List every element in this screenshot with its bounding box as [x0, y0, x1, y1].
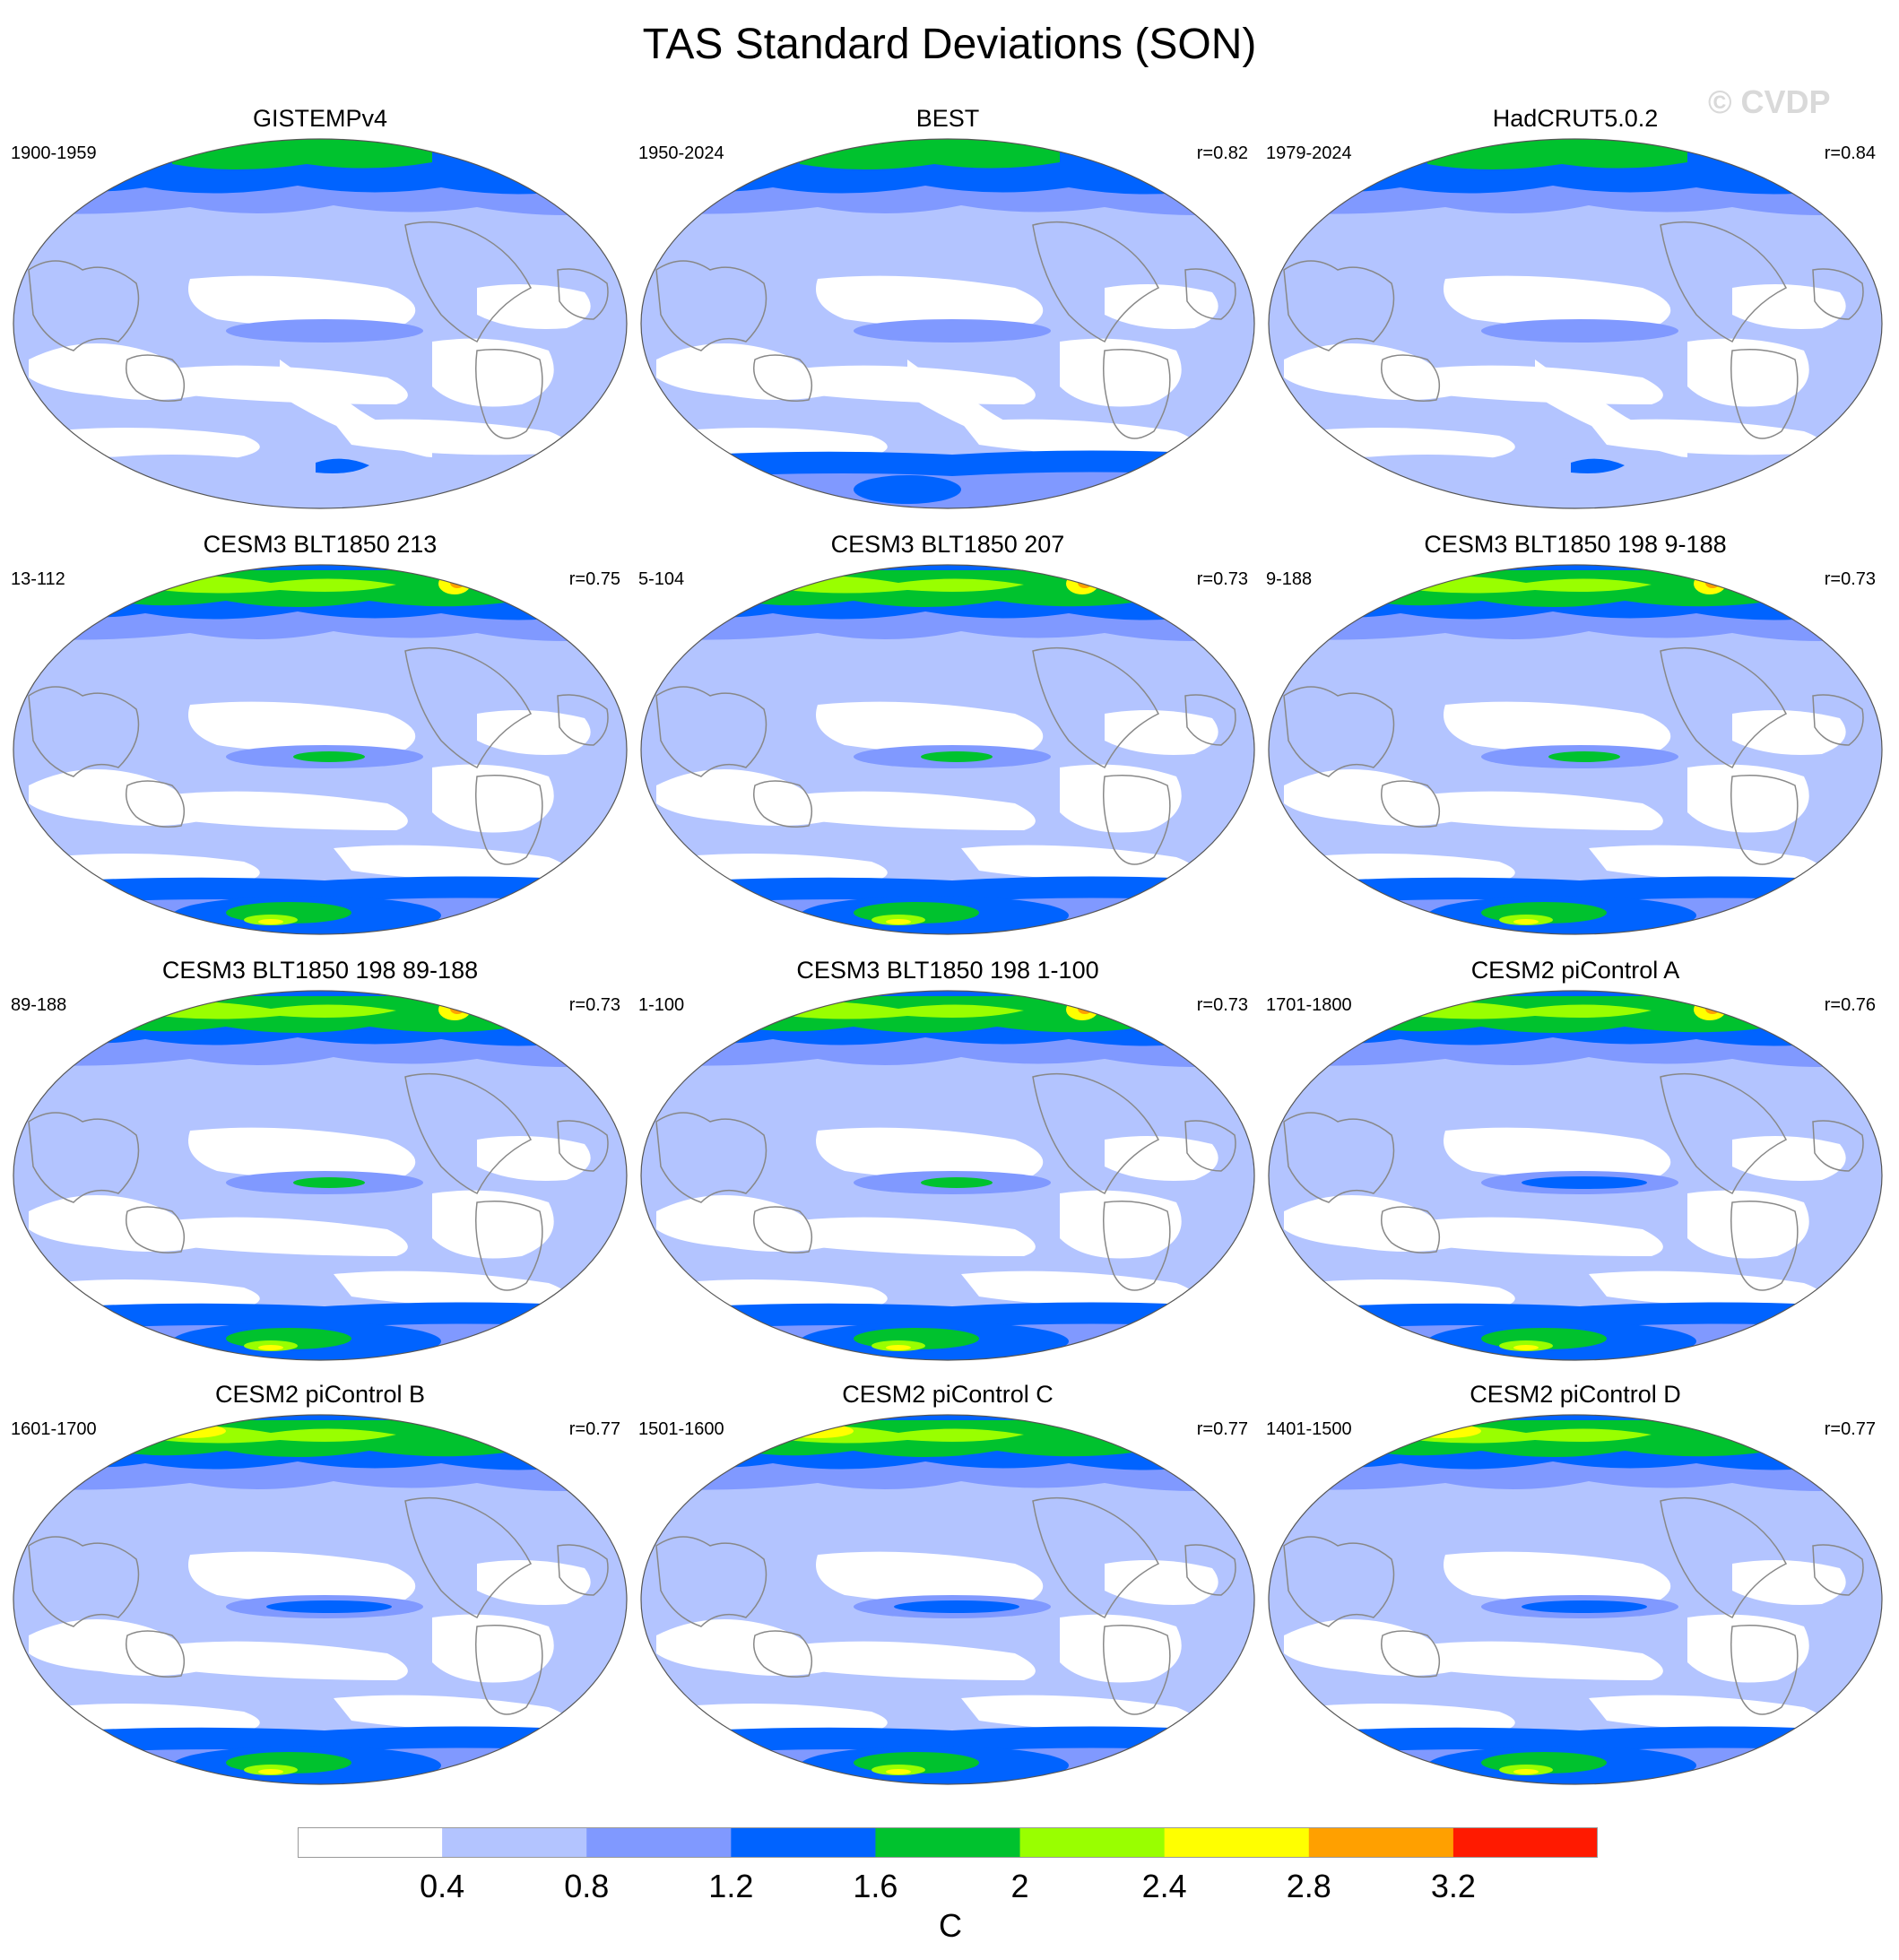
- panel-correlation: r=0.84: [1824, 143, 1876, 163]
- colorbar-swatch: [442, 1827, 587, 1858]
- panel-title: CESM2 piControl A: [1470, 957, 1680, 984]
- panel-years: 9-188: [1266, 569, 1313, 589]
- world-map-icon: [13, 138, 628, 509]
- colorbar-tick-label: 1.6: [853, 1868, 898, 1904]
- map-panel: CESM3 BLT1850 207 5-104 r=0.73: [638, 529, 1257, 946]
- map-panel: CESM2 piControl D 1401-1500 r=0.77: [1266, 1379, 1885, 1796]
- panel-correlation: r=0.73: [1824, 569, 1876, 589]
- panel-years: 1601-1700: [11, 1419, 97, 1439]
- panel-years: 1701-1800: [1266, 995, 1352, 1015]
- world-map-icon: [1268, 564, 1883, 935]
- panel-title: CESM3 BLT1850 198 1-100: [796, 957, 1099, 984]
- panel-years: 89-188: [11, 995, 67, 1015]
- map-panel: HadCRUT5.0.2 1979-2024 r=0.84: [1266, 103, 1885, 520]
- colorbar-units: C: [939, 1907, 962, 1944]
- colorbar-swatch: [1452, 1827, 1598, 1858]
- panel-title: CESM3 BLT1850 198 9-188: [1424, 531, 1727, 558]
- panel-title: CESM3 BLT1850 207: [830, 531, 1065, 558]
- world-map-icon: [1268, 1414, 1883, 1785]
- colorbar-swatch: [1019, 1827, 1166, 1858]
- colorbar-swatch: [1164, 1827, 1310, 1858]
- figure-title: TAS Standard Deviations (SON): [642, 21, 1257, 68]
- map-panel: CESM2 piControl B 1601-1700 r=0.77: [11, 1379, 629, 1796]
- colorbar: [298, 1827, 1598, 1858]
- map-panel: CESM3 BLT1850 198 89-188 89-188 r=0.73: [11, 955, 629, 1372]
- panel-correlation: r=0.75: [568, 569, 620, 589]
- panel-title: CESM2 piControl B: [214, 1381, 426, 1408]
- panel-years: 13-112: [11, 569, 65, 589]
- panel-correlation: r=0.73: [568, 995, 620, 1015]
- colorbar-swatch: [298, 1827, 443, 1858]
- panel-years: 1401-1500: [1266, 1419, 1352, 1439]
- colorbar-swatch: [1308, 1827, 1454, 1858]
- colorbar-swatch: [875, 1827, 1021, 1858]
- cvdp-watermark: © CVDP: [1708, 83, 1831, 120]
- map-panel: CESM3 BLT1850 213 13-112 r=0.75: [11, 529, 629, 946]
- map-panel: CESM3 BLT1850 198 1-100 1-100 r=0.73: [638, 955, 1257, 1372]
- colorbar-tick-label: 2.4: [1141, 1868, 1187, 1904]
- world-map-icon: [1268, 138, 1883, 509]
- panel-correlation: r=0.77: [568, 1419, 620, 1439]
- colorbar-swatch: [731, 1827, 876, 1858]
- panel-correlation: r=0.73: [1196, 569, 1248, 589]
- panel-years: 5-104: [638, 569, 685, 589]
- world-map-icon: [1268, 990, 1883, 1361]
- panel-correlation: r=0.82: [1196, 143, 1248, 163]
- panel-years: 1950-2024: [638, 143, 724, 163]
- world-map-icon: [640, 1414, 1255, 1785]
- panel-years: 1501-1600: [638, 1419, 724, 1439]
- colorbar-tick-label: 0.4: [420, 1868, 465, 1904]
- colorbar-tick-label: 0.8: [564, 1868, 610, 1904]
- panel-title: HadCRUT5.0.2: [1492, 105, 1659, 132]
- panel-title: BEST: [915, 105, 980, 132]
- panel-correlation: r=0.73: [1196, 995, 1248, 1015]
- map-panel: CESM2 piControl A 1701-1800 r=0.76: [1266, 955, 1885, 1372]
- panel-correlation: r=0.77: [1196, 1419, 1248, 1439]
- world-map-icon: [640, 564, 1255, 935]
- world-map-icon: [640, 990, 1255, 1361]
- panel-title: GISTEMPv4: [252, 105, 388, 132]
- world-map-icon: [13, 1414, 628, 1785]
- panel-title: CESM2 piControl D: [1470, 1381, 1681, 1408]
- panel-title: CESM3 BLT1850 198 89-188: [161, 957, 479, 984]
- colorbar-tick-label: 1.2: [708, 1868, 754, 1904]
- panel-title: CESM2 piControl C: [842, 1381, 1054, 1408]
- panel-correlation: r=0.76: [1824, 995, 1876, 1015]
- world-map-icon: [13, 990, 628, 1361]
- colorbar-swatch: [586, 1827, 732, 1858]
- panel-title: CESM3 BLT1850 213: [203, 531, 438, 558]
- panel-correlation: r=0.77: [1824, 1419, 1876, 1439]
- colorbar-tick-label: 2.8: [1286, 1868, 1331, 1904]
- map-panel: BEST 1950-2024 r=0.82: [638, 103, 1257, 520]
- panel-years: 1-100: [638, 995, 685, 1015]
- map-panel: CESM3 BLT1850 198 9-188 9-188 r=0.73: [1266, 529, 1885, 946]
- world-map-icon: [640, 138, 1255, 509]
- map-panel: GISTEMPv4 1900-1959: [11, 103, 629, 520]
- panel-years: 1900-1959: [11, 143, 97, 163]
- world-map-icon: [13, 564, 628, 935]
- map-panel: CESM2 piControl C 1501-1600 r=0.77: [638, 1379, 1257, 1796]
- panel-years: 1979-2024: [1266, 143, 1352, 163]
- colorbar-tick-label: 2: [1010, 1868, 1029, 1904]
- colorbar-tick-label: 3.2: [1430, 1868, 1476, 1904]
